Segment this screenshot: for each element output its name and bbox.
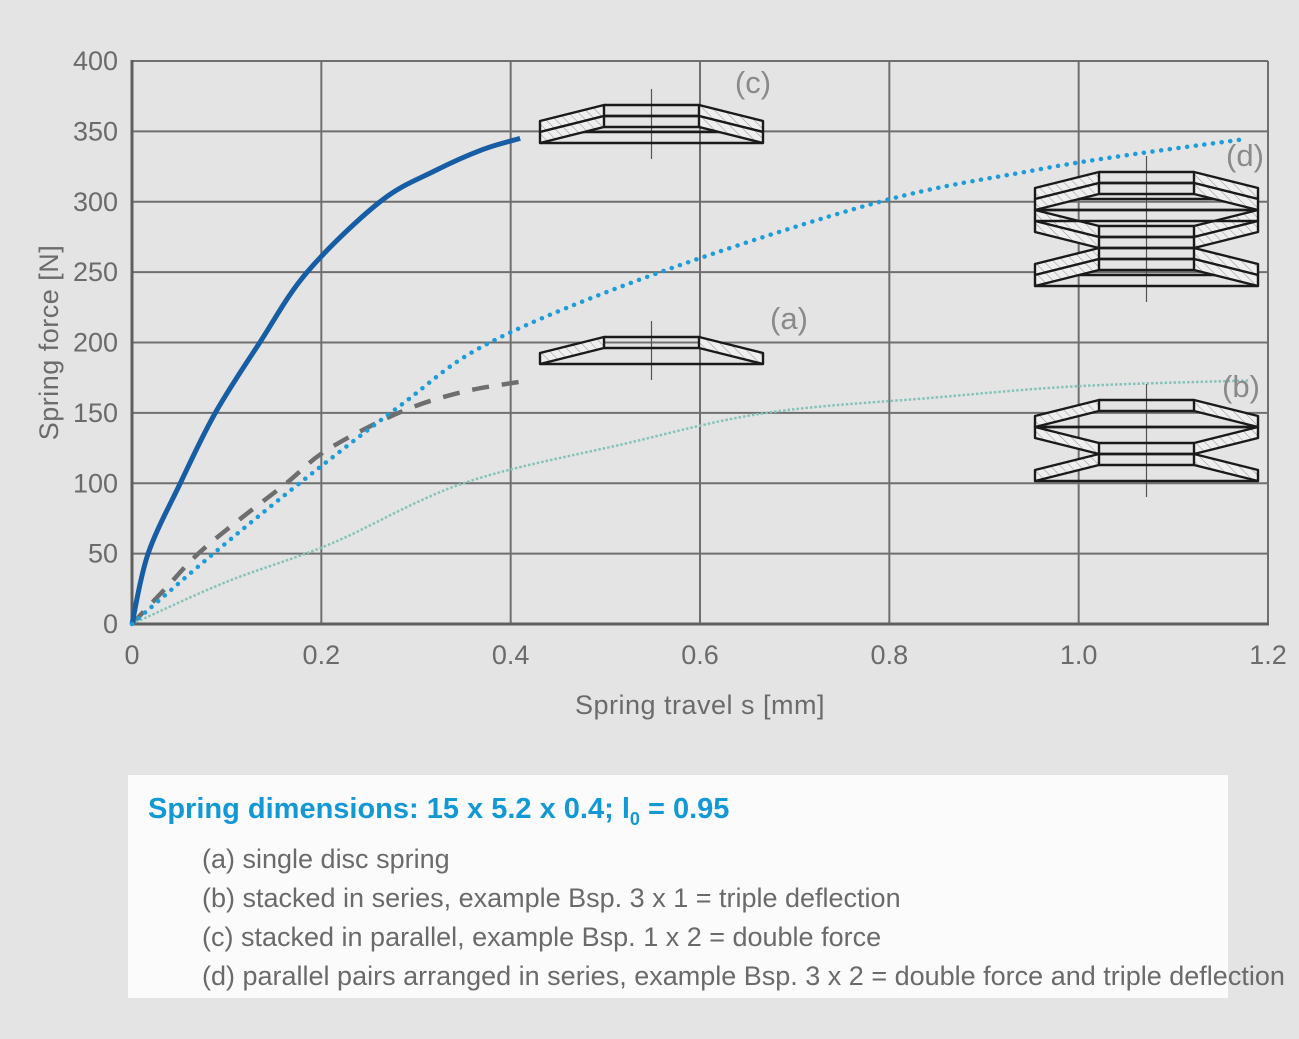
curve-b (131, 379, 1250, 626)
x-axis-title: Spring travel s [mm] (574, 690, 826, 720)
legend-item-d: (d) parallel pairs arranged in series, e… (148, 957, 1285, 996)
y-tick-label: 200 (73, 328, 118, 358)
legend-title-text: Spring dimensions: 15 x 5.2 x 0.4; l (148, 793, 630, 825)
dashed-line-swatch (148, 853, 190, 865)
legend-item-b: (b) stacked in series, example Bsp. 3 x … (148, 879, 1208, 918)
x-tick-label: 1.0 (1060, 640, 1098, 670)
disc-spring-single (538, 321, 765, 380)
y-tick-label: 250 (73, 257, 118, 287)
curve-label-c: (c) (735, 65, 771, 100)
legend-title-value: = 0.95 (639, 793, 730, 825)
dotted-line-swatch (148, 970, 190, 982)
fine-dotted-line-swatch (148, 892, 190, 904)
curve-d (129, 137, 1242, 627)
legend-item-c: (c) stacked in parallel, example Bsp. 1 … (148, 918, 1208, 957)
disc-spring-stack-in-series (1033, 384, 1260, 497)
legend-panel: Spring dimensions: 15 x 5.2 x 0.4; l0 = … (128, 775, 1285, 998)
legend-title: Spring dimensions: 15 x 5.2 x 0.4; l0 = … (148, 793, 1208, 830)
spring-force-chart: 0 0.2 0.4 0.6 0.8 1.0 1.2 0 50 100 150 200 250 300 350… (73, 46, 1287, 670)
legend-label-a: (a) single disc spring (202, 843, 450, 874)
curve-a (130, 378, 530, 626)
y-tick-label: 350 (73, 116, 118, 146)
y-tick-label: 300 (73, 187, 118, 217)
y-tick-label: 0 (103, 609, 118, 639)
curve-label-b: (b) (1222, 369, 1260, 404)
y-tick-label: 100 (73, 468, 118, 498)
disc-spring-parallel-pairs-in-series (1033, 156, 1260, 302)
x-tick-label: 0.4 (492, 640, 530, 670)
x-tick-label: 0.6 (681, 640, 719, 670)
tick-labels: 0 0.2 0.4 0.6 0.8 1.0 1.2 0 50 100 150 200 250 300 350… (73, 46, 1287, 670)
legend-label-b: (b) stacked in series, example Bsp. 3 x … (202, 882, 901, 913)
legend-label-d: (d) parallel pairs arranged in series, e… (202, 960, 1285, 991)
y-axis-title: Spring force [N] (34, 244, 64, 441)
legend-item-a: (a) single disc spring (148, 840, 1208, 879)
disc-spring-pair-parallel (538, 89, 765, 159)
curve-label-a: (a) (770, 301, 808, 336)
legend-label-c: (c) stacked in parallel, example Bsp. 1 … (202, 921, 882, 952)
x-tick-label: 0.2 (303, 640, 341, 670)
x-tick-label: 0.8 (871, 640, 909, 670)
y-tick-label: 50 (88, 539, 118, 569)
x-tick-label: 0 (124, 640, 139, 670)
legend-title-subscript: 0 (629, 808, 640, 829)
curve-c (129, 136, 521, 625)
curve-label-d: (d) (1226, 138, 1264, 173)
x-tick-label: 1.2 (1249, 640, 1287, 670)
y-tick-label: 400 (73, 46, 118, 76)
y-tick-label: 150 (73, 398, 118, 428)
solid-line-swatch (148, 931, 190, 943)
